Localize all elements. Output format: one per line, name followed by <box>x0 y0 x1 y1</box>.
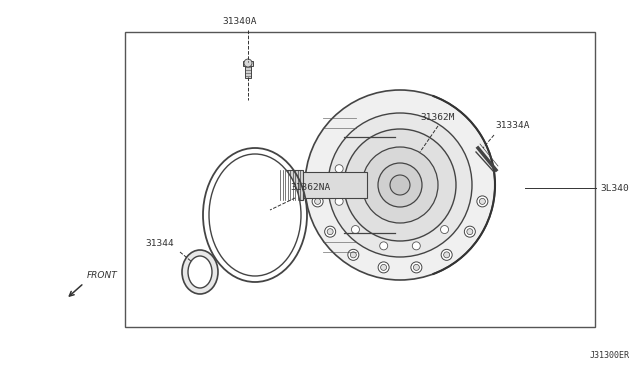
Circle shape <box>335 197 343 205</box>
Circle shape <box>244 59 252 67</box>
Circle shape <box>411 262 422 273</box>
Circle shape <box>390 175 410 195</box>
Circle shape <box>312 196 323 207</box>
Text: 31362M: 31362M <box>420 113 455 122</box>
Bar <box>125 32 595 327</box>
Ellipse shape <box>182 250 218 294</box>
Circle shape <box>378 163 422 207</box>
Bar <box>298 172 367 198</box>
Text: FRONT: FRONT <box>87 271 118 280</box>
Text: 3L340: 3L340 <box>600 183 628 192</box>
Ellipse shape <box>209 154 301 276</box>
Circle shape <box>362 147 438 223</box>
Bar <box>243 61 253 66</box>
Text: 31362NA: 31362NA <box>290 183 330 192</box>
Circle shape <box>412 242 420 250</box>
Circle shape <box>350 252 356 258</box>
Text: 31334A: 31334A <box>495 121 529 130</box>
Circle shape <box>351 225 360 234</box>
Circle shape <box>315 198 321 204</box>
Circle shape <box>440 225 449 234</box>
Text: J31300ER: J31300ER <box>590 351 630 360</box>
Circle shape <box>381 264 387 270</box>
Circle shape <box>324 226 335 237</box>
Bar <box>245 66 251 78</box>
Circle shape <box>305 90 495 280</box>
Text: 31340A: 31340A <box>223 17 257 26</box>
Circle shape <box>477 196 488 207</box>
Circle shape <box>465 226 476 237</box>
Circle shape <box>327 229 333 235</box>
Circle shape <box>348 249 359 260</box>
Circle shape <box>444 252 450 258</box>
Circle shape <box>335 165 343 173</box>
Circle shape <box>413 264 419 270</box>
Circle shape <box>378 262 389 273</box>
Circle shape <box>344 129 456 241</box>
Circle shape <box>441 249 452 260</box>
Text: 31344: 31344 <box>146 239 174 248</box>
Ellipse shape <box>188 256 212 288</box>
Bar <box>274 175 279 195</box>
Circle shape <box>380 242 388 250</box>
Circle shape <box>328 113 472 257</box>
Circle shape <box>479 198 485 204</box>
Circle shape <box>467 229 473 235</box>
Bar <box>278 170 303 200</box>
